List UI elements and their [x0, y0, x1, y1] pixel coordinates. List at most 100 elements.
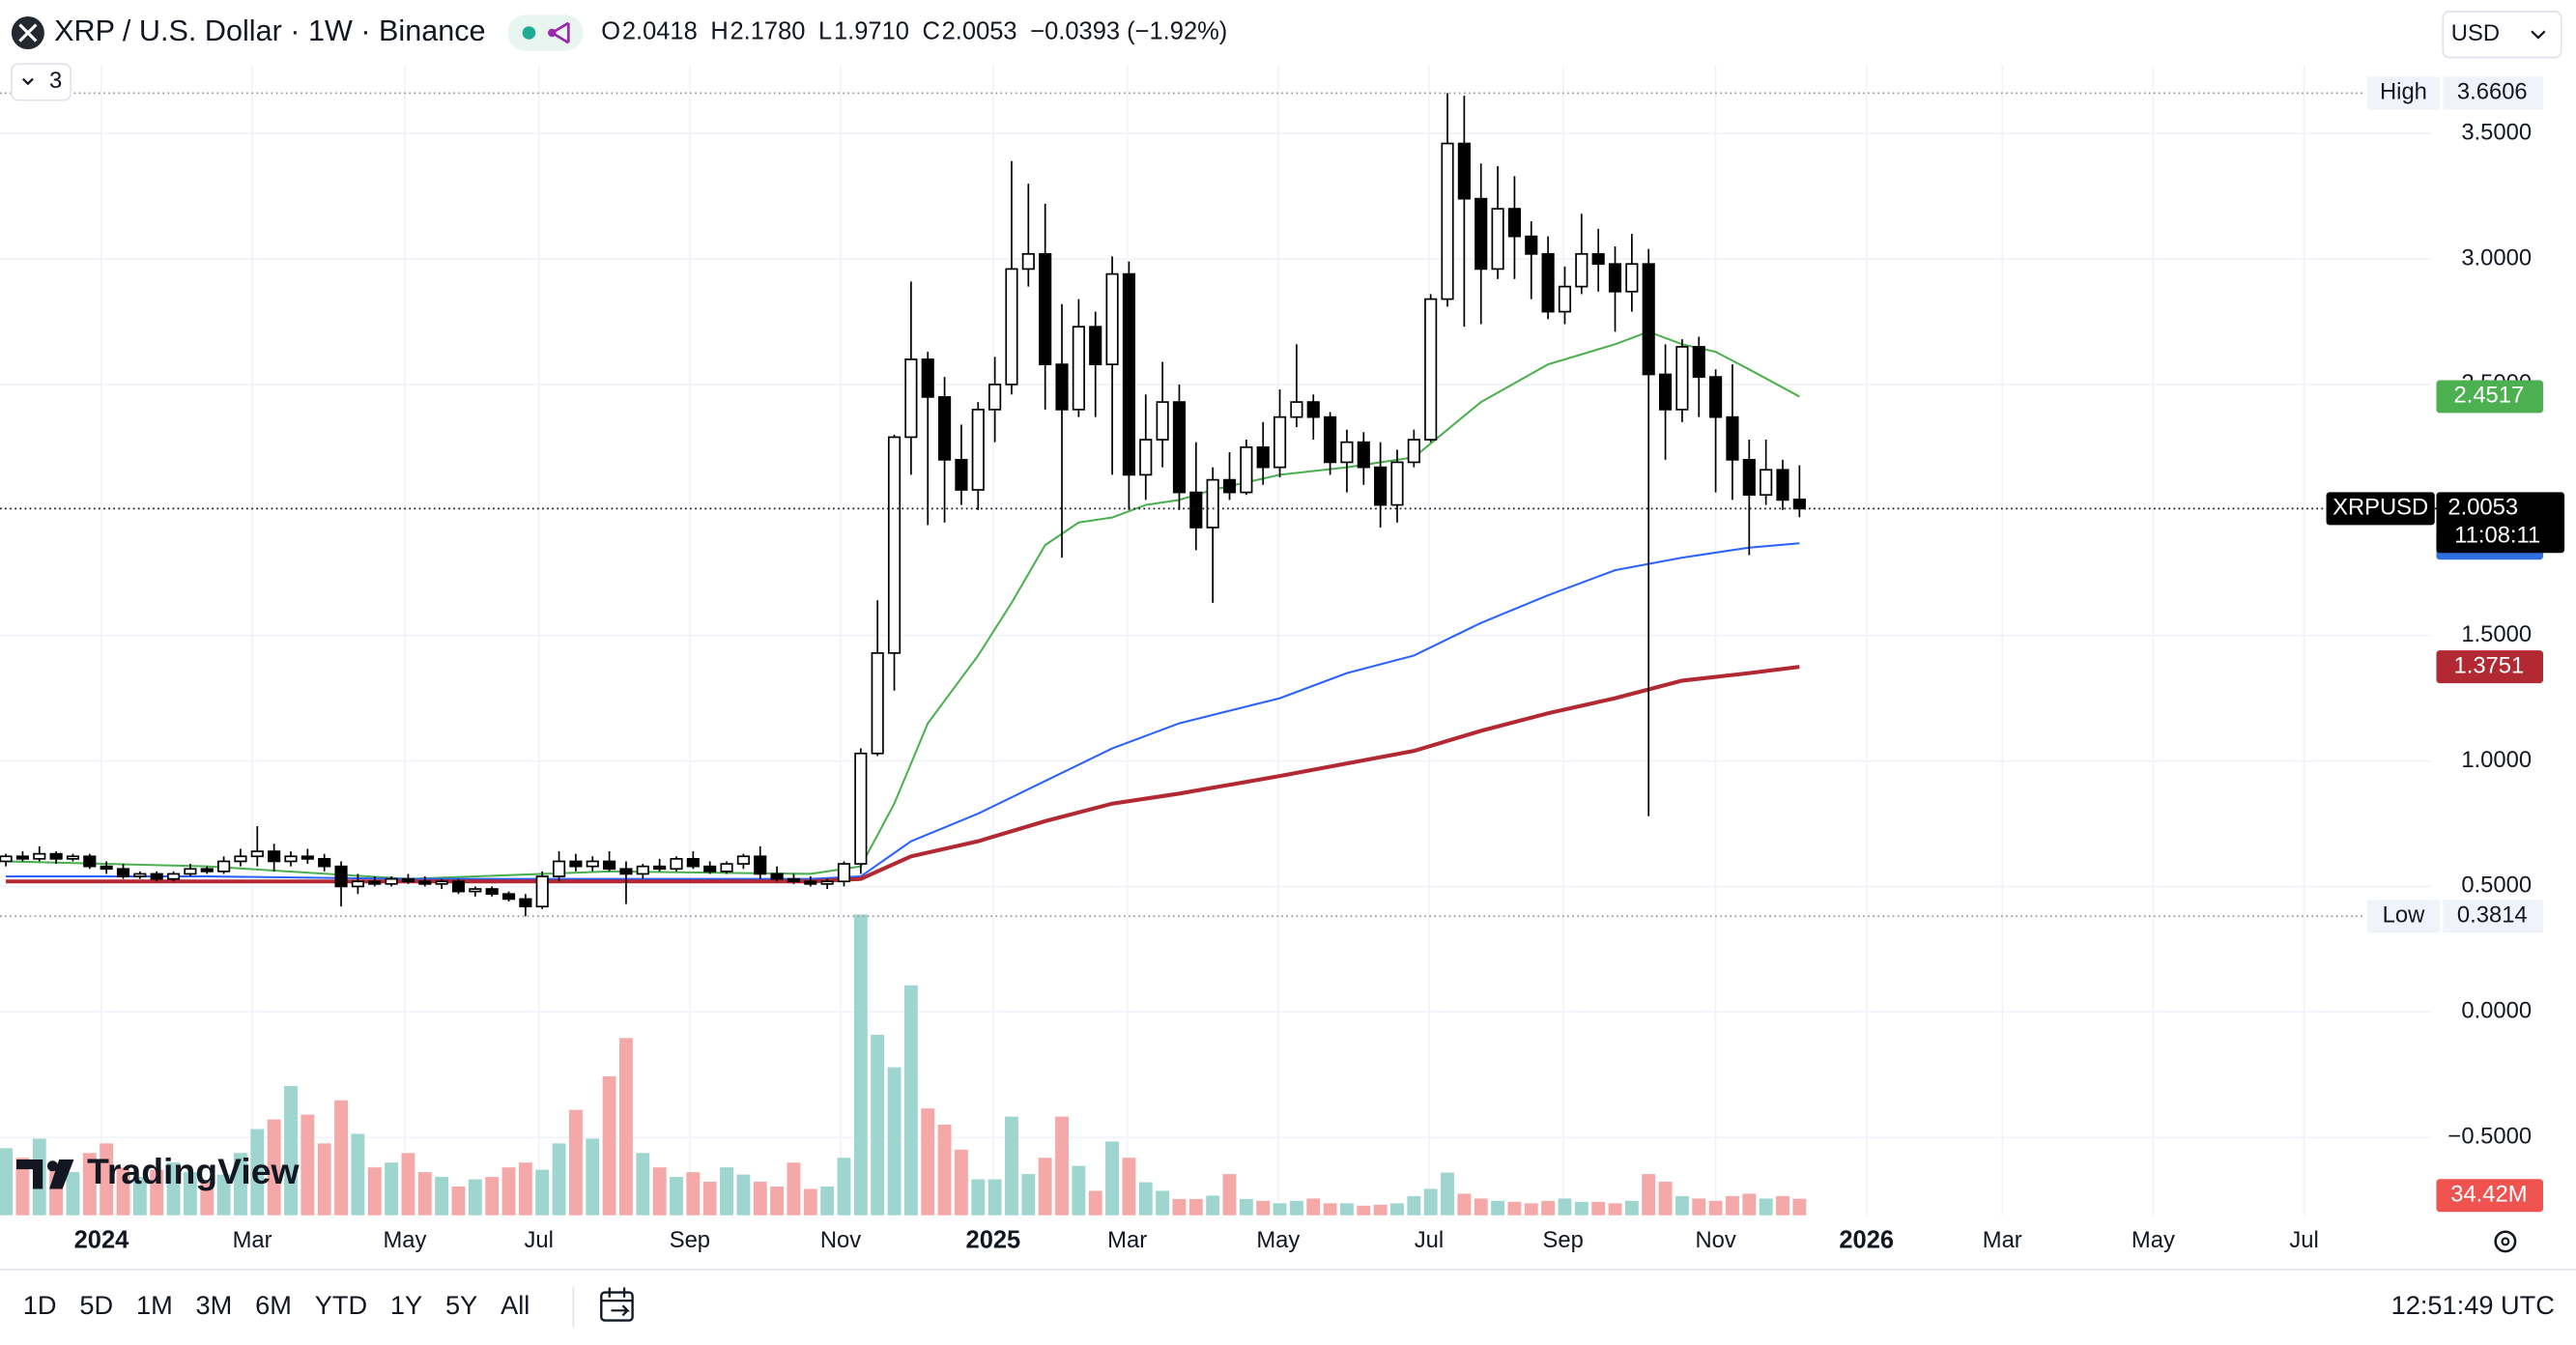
currency-caret — [2531, 30, 2546, 40]
range-button[interactable]: YTD — [315, 1290, 367, 1320]
volume — [0, 914, 1807, 1216]
volume-bar — [1055, 1116, 1069, 1216]
volume-bar — [1658, 1182, 1673, 1216]
volume-bar — [871, 1034, 885, 1216]
volume-bar — [1441, 1172, 1454, 1216]
range-button[interactable]: 6M — [255, 1290, 292, 1320]
volume-bar — [1088, 1190, 1102, 1216]
indicator-count[interactable]: 3 — [49, 68, 62, 94]
indicator-toggle[interactable] — [11, 63, 72, 101]
ohlc-value: 2.0053 — [942, 18, 1017, 45]
currency-select[interactable] — [2442, 11, 2562, 59]
volume-bar — [1541, 1200, 1556, 1216]
candle-body — [1474, 197, 1488, 271]
volume-bar — [770, 1186, 785, 1216]
currency-label[interactable]: USD — [2451, 20, 2500, 46]
range-button[interactable]: 1D — [23, 1290, 57, 1320]
candle-body — [804, 880, 817, 885]
volume-bar — [971, 1179, 986, 1216]
volume-bar — [82, 1153, 97, 1216]
candle-body — [1306, 401, 1320, 418]
candle-body — [100, 865, 113, 871]
last-price-bg — [2436, 492, 2565, 554]
volume-bar — [937, 1125, 952, 1216]
candle-body — [636, 865, 649, 875]
candle-body — [854, 752, 868, 865]
volume-bar — [602, 1075, 616, 1216]
volume-bar — [1289, 1200, 1303, 1216]
moving-average-line — [6, 330, 1800, 880]
candle-body — [184, 868, 197, 875]
volume-bar — [586, 1138, 600, 1216]
volume-bar — [1273, 1203, 1287, 1216]
volume-bar — [1742, 1193, 1757, 1216]
logo-mark-slash — [49, 1159, 74, 1189]
candle-body — [552, 860, 566, 877]
candle-body — [519, 898, 532, 908]
ma-value: 1.3751 — [2454, 652, 2525, 678]
ohlc-key: H — [710, 18, 728, 45]
volume-bar — [1239, 1198, 1253, 1216]
volume-bar — [1792, 1198, 1807, 1216]
candle-body — [234, 855, 247, 863]
volume-bar — [1591, 1201, 1606, 1216]
volume-bar — [1021, 1174, 1036, 1216]
candle-body — [904, 358, 918, 439]
range-button[interactable]: 5Y — [445, 1290, 477, 1320]
candle-body — [1340, 441, 1354, 464]
logo-text: TradingView — [87, 1151, 300, 1191]
volume-bar — [1423, 1188, 1438, 1216]
y-tick-label: −0.5000 — [2447, 1123, 2532, 1149]
indicator-caret — [22, 77, 34, 86]
candle-body — [1005, 268, 1018, 386]
range-bar: 1D 5D 1M 3M 6M YTD 1Y 5Y All — [23, 1290, 530, 1320]
volume-bar — [1457, 1193, 1472, 1216]
candle-body — [1039, 252, 1052, 365]
volume-bar — [636, 1153, 650, 1216]
settings-icon[interactable] — [2494, 1230, 2517, 1253]
candle-body — [485, 888, 499, 896]
volume-bar — [267, 1119, 281, 1216]
status-pill[interactable] — [507, 14, 584, 51]
volume-bar — [702, 1182, 717, 1216]
candle-body — [619, 868, 633, 875]
candle-body — [586, 860, 599, 868]
candle-body — [603, 860, 616, 871]
candle-body — [1726, 415, 1739, 461]
x-tick-label: Jul — [525, 1227, 554, 1253]
range-button[interactable]: 5D — [79, 1290, 113, 1320]
candle-body — [116, 868, 130, 877]
volume-bar — [367, 1167, 382, 1216]
range-button[interactable]: 1M — [136, 1290, 173, 1320]
candle-body — [787, 877, 801, 883]
volume-bar — [1558, 1198, 1572, 1216]
range-button[interactable]: 1Y — [390, 1290, 422, 1320]
x-tick-label: Nov — [1695, 1227, 1735, 1253]
x-tick-label: Sep — [670, 1227, 710, 1253]
settings-icon-center — [2501, 1237, 2510, 1246]
volume-bar — [401, 1153, 415, 1216]
volume-bar — [987, 1179, 1002, 1216]
y-tick-label: 1.0000 — [2461, 747, 2532, 773]
extreme-tag-bg — [2367, 900, 2440, 933]
candle-body — [955, 458, 968, 491]
range-button[interactable]: All — [501, 1290, 530, 1320]
symbol-title[interactable]: XRP / U.S. Dollar · 1W · Binance — [54, 14, 485, 47]
volume-bar — [535, 1169, 550, 1216]
ma-value-bg — [2436, 650, 2543, 684]
candle-body — [166, 873, 181, 880]
y-tick-label: 3.5000 — [2461, 119, 2532, 145]
date-range-icon[interactable] — [600, 1291, 634, 1322]
volume-bar — [1524, 1203, 1538, 1216]
candle-body — [1390, 461, 1404, 506]
candle-body — [1122, 272, 1135, 476]
candle-body — [921, 358, 934, 398]
candle-body — [1591, 252, 1605, 266]
range-button[interactable]: 3M — [196, 1290, 233, 1320]
volume-bar — [552, 1143, 566, 1216]
candle-body — [200, 868, 214, 873]
candle-body — [1055, 363, 1069, 411]
candle-body — [1491, 208, 1504, 271]
volume-bar — [1759, 1198, 1773, 1216]
